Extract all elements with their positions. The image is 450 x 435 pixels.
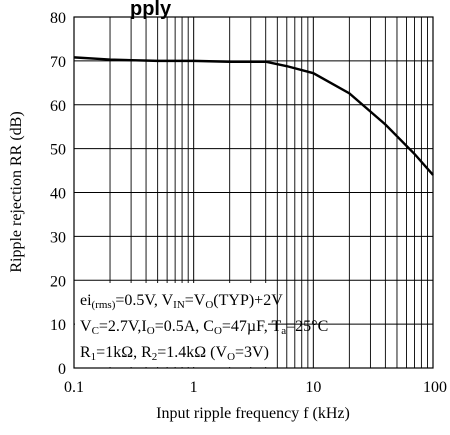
- x-axis-label: Input ripple frequency f (kHz): [156, 405, 350, 422]
- x-tick-label: 0.1: [64, 379, 84, 396]
- condition-line-1: ei(rms)=0.5V, VIN=VO(TYP)+2V: [80, 292, 283, 311]
- cond2-part2: =2.7V,I: [99, 318, 147, 335]
- cond1-sub3: O: [205, 299, 213, 311]
- cond3-sub1: 1: [91, 351, 97, 363]
- x-tick-labels: 0.1 1 10 100: [64, 379, 447, 396]
- plot-area-frame: [73, 16, 434, 369]
- cond3-sub2: 2: [152, 351, 158, 363]
- x-tick-label: 10: [305, 379, 321, 396]
- x-tick-label: 1: [190, 379, 198, 396]
- condition-line-3: R1=1kΩ, R2=1.4kΩ (VO=3V): [80, 344, 269, 363]
- cond2-part1: V: [80, 318, 92, 335]
- y-tick-labels: 0 10 20 30 40 50 60 70 80: [50, 10, 66, 378]
- y-tick-label: 0: [58, 361, 66, 378]
- cond1-part2: =0.5V, V: [115, 292, 173, 309]
- cond2-part3: =0.5A, C: [155, 318, 214, 335]
- cond1-part4: (TYP)+2V: [213, 292, 283, 309]
- ripple-rejection-curve: [73, 56, 434, 176]
- cond3-part1: R: [80, 344, 91, 361]
- cond3-part2: =1kΩ, R: [96, 344, 152, 361]
- y-tick-label: 60: [50, 98, 66, 115]
- chart-title: pply: [130, 0, 172, 20]
- y-tick-label: 80: [50, 10, 66, 27]
- cond1-sub1: (rms): [92, 299, 116, 311]
- y-tick-label: 10: [50, 317, 66, 334]
- cond2-part4: =47µF, T: [222, 318, 282, 335]
- cond3-part3: =1.4kΩ (V: [157, 344, 227, 361]
- x-tick-label: 100: [423, 379, 447, 396]
- cond3-part4: =3V): [235, 344, 269, 361]
- y-tick-label: 50: [50, 142, 66, 159]
- cond2-sub3: O: [214, 325, 222, 337]
- conditions-box: [75, 283, 268, 367]
- cond1-part3: =V: [185, 292, 206, 309]
- cond2-sub1: C: [92, 325, 99, 337]
- condition-line-2: VC=2.7V,IO=0.5A, CO=47µF, Ta=25°C: [80, 318, 328, 337]
- cond1-sub2: IN: [173, 299, 185, 311]
- y-tick-label: 40: [50, 186, 66, 203]
- cond3-sub3: O: [227, 351, 235, 363]
- y-tick-label: 30: [50, 229, 66, 246]
- cond1-part1: ei: [80, 292, 92, 309]
- cond2-part5: =25°C: [286, 318, 328, 335]
- cond2-sub4: a: [281, 325, 286, 337]
- y-tick-label: 20: [50, 273, 66, 290]
- y-tick-label: 70: [50, 54, 66, 71]
- y-axis-label: Ripple rejection RR (dB): [8, 111, 25, 272]
- cond2-sub2: O: [147, 325, 155, 337]
